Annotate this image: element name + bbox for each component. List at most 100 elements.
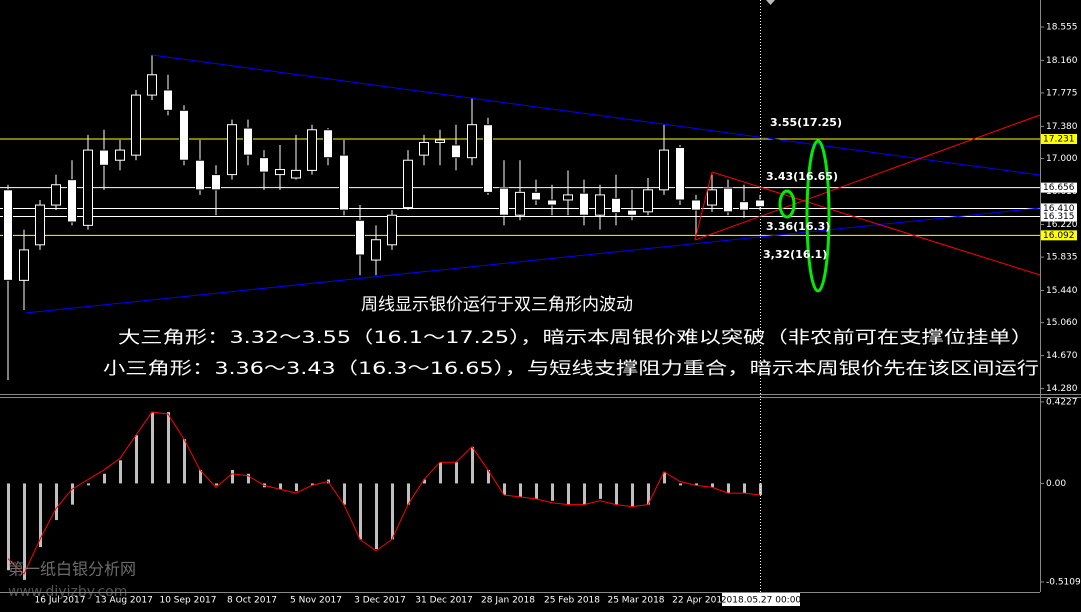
candle-body (147, 74, 157, 96)
candle-body (627, 209, 637, 216)
histogram-bar (407, 483, 410, 505)
y-tick-label: -0.5109 (1046, 577, 1081, 587)
level-label-box (1041, 133, 1077, 144)
candle-body (163, 89, 173, 111)
candle-body (739, 201, 749, 211)
y-tick-label: 14.670 (1046, 351, 1078, 361)
histogram-bar (135, 435, 138, 484)
annotation: 3.55(17.25) (770, 116, 842, 129)
y-tick-label: 17.000 (1046, 154, 1078, 164)
comment: 大三角形：3.32～3.55（16.1～17.25），暗示本周银价难以突破（非农… (118, 328, 1033, 348)
x-tick-label: 31 Dec 2017 (415, 596, 473, 606)
level-label: 16.656 (1043, 183, 1075, 193)
histogram-bar (455, 462, 458, 484)
x-tick-label: 25 Feb 2018 (544, 596, 600, 606)
candle-body (275, 169, 285, 176)
histogram-bar (551, 483, 554, 501)
histogram-bar (743, 483, 746, 494)
level-label-box (1041, 230, 1077, 241)
histogram-bar (295, 483, 298, 492)
level-label-box (1041, 211, 1077, 222)
candle-body (483, 124, 493, 193)
x-tick-label: 13 Aug 2017 (95, 596, 153, 606)
candle-body (755, 199, 765, 208)
y-tick-label: 18.555 (1046, 22, 1078, 32)
x-tick-label: 16 Jul 2017 (35, 596, 86, 606)
histogram-bar (55, 483, 58, 521)
candle-body (467, 124, 477, 159)
candle-body (115, 149, 125, 161)
candle-body (387, 214, 397, 246)
histogram-bar (583, 483, 586, 505)
histogram-bar (183, 439, 186, 484)
histogram-bar (615, 483, 618, 505)
candle-body (531, 191, 541, 201)
x-tick-label: 10 Sep 2017 (159, 596, 216, 606)
histogram-bar (391, 483, 394, 540)
candle-body (35, 204, 45, 246)
candle-body (131, 94, 141, 156)
candle-body (547, 199, 557, 206)
histogram-bar (119, 460, 122, 484)
y-tick-label: 17.775 (1046, 88, 1078, 98)
y-tick-label: 15.440 (1046, 286, 1078, 296)
candle-body (259, 157, 269, 173)
candle-body (179, 109, 189, 161)
candle-body (403, 159, 413, 209)
x-tick-label: 28 Jan 2018 (481, 596, 535, 606)
marks: 18.55518.16017.77517.38017.00016.61016.2… (0, 22, 1081, 606)
candle-body (419, 141, 429, 156)
level-label-box (1041, 203, 1077, 214)
histogram-bar (663, 471, 666, 484)
candle-body (51, 184, 61, 206)
histogram-bar (503, 483, 506, 495)
histogram-bar (151, 412, 154, 484)
highlight-ellipse (778, 189, 796, 219)
candle-body (451, 144, 461, 159)
annotation: 3,32(16.1) (763, 248, 827, 261)
histogram-bar (87, 483, 90, 486)
candle-body (563, 194, 573, 201)
x-tick-label: 8 Oct 2017 (227, 596, 277, 606)
candle-body (243, 127, 253, 156)
trendline (711, 171, 1041, 276)
y-tick-label: 16.220 (1046, 220, 1078, 230)
histogram-bar (215, 483, 218, 486)
histogram-bar (711, 483, 714, 488)
watermark: 第一纸白银分析网 (8, 560, 136, 579)
candle-body (659, 149, 669, 191)
trendline (151, 54, 1041, 176)
y-tick-label: 15.060 (1046, 318, 1078, 328)
histogram-bar (631, 483, 634, 507)
candle-body (323, 129, 333, 159)
signal-line (7, 411, 761, 575)
dropdown-icon (766, 0, 775, 5)
candle-body (371, 239, 381, 261)
histogram-bar (311, 483, 314, 486)
histogram-bar (71, 483, 74, 505)
x-tick-label: 5 Nov 2017 (290, 596, 342, 606)
candle-body (579, 192, 589, 216)
y-tick-label: 17.380 (1046, 122, 1078, 132)
x-tick-label: 22 Apr 2018 (672, 596, 728, 606)
x-tick-label: 3 Dec 2017 (354, 596, 406, 606)
candle-body (307, 129, 317, 171)
histogram-bar (23, 483, 26, 580)
level-label: 16.092 (1043, 231, 1075, 241)
histogram-bar (343, 483, 346, 505)
candle-body (675, 147, 685, 201)
cursor-label-box (722, 593, 800, 606)
candle-body (355, 219, 365, 256)
candle-body (83, 149, 93, 226)
histogram-bar (279, 483, 282, 490)
histogram-bar (471, 446, 474, 484)
level-label-box (1041, 182, 1077, 193)
cursor-label: 2018.05.27 00:00 (721, 596, 802, 606)
candle-body (691, 199, 701, 211)
histogram-bar (199, 469, 202, 484)
histogram-bar (487, 469, 490, 484)
histogram-bar (7, 483, 10, 571)
histogram-bar (167, 412, 170, 484)
